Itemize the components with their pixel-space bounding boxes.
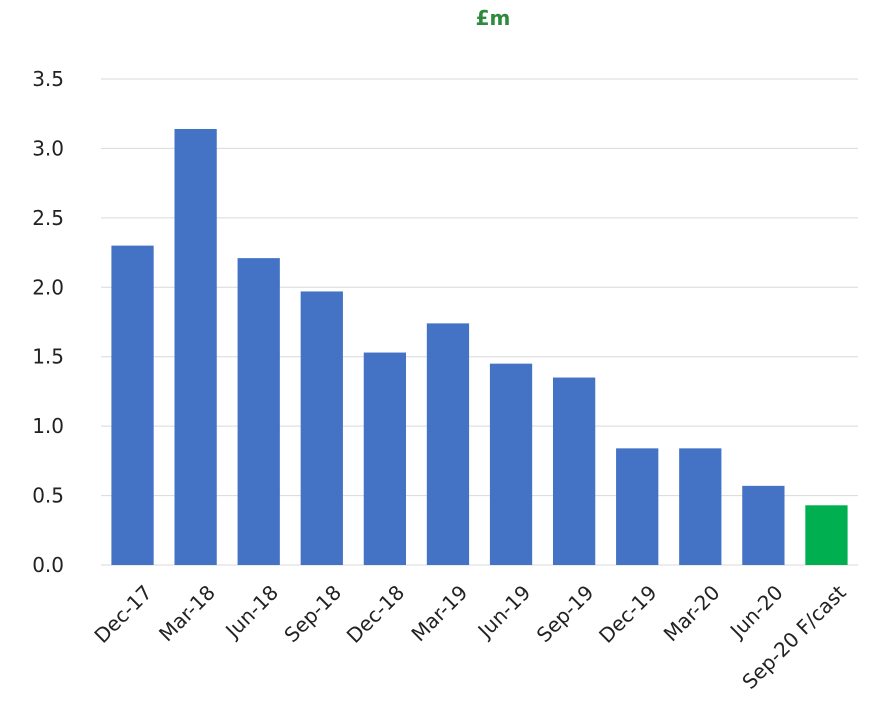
y-tick-label: 1.5 bbox=[32, 345, 64, 369]
x-tick-label: Jun-20 bbox=[724, 580, 788, 644]
x-tick-label: Mar-18 bbox=[154, 580, 220, 646]
bar-mar-19 bbox=[426, 323, 470, 565]
y-tick-label: 0.0 bbox=[32, 553, 64, 577]
bar-mar-20 bbox=[679, 448, 722, 565]
bar-dec-18 bbox=[363, 352, 407, 565]
x-tick-label: Sep-18 bbox=[279, 580, 346, 647]
bars bbox=[111, 128, 848, 565]
chart-title: £m bbox=[476, 6, 511, 30]
x-tick-label: Dec-17 bbox=[89, 580, 156, 647]
bar-dec-19 bbox=[616, 448, 659, 565]
x-tick-label: Dec-19 bbox=[594, 580, 661, 647]
y-tick-label: 3.5 bbox=[32, 67, 64, 91]
y-tick-label: 2.5 bbox=[32, 206, 64, 230]
x-tick-label: Dec-18 bbox=[342, 580, 409, 647]
x-tick-label: Jun-19 bbox=[472, 580, 536, 644]
bar-sep-18 bbox=[300, 291, 343, 565]
x-tick-label: Jun-18 bbox=[219, 580, 283, 644]
bar-sep-20-f-cast bbox=[805, 505, 848, 565]
bar-sep-19 bbox=[552, 377, 596, 565]
bar-dec-17 bbox=[111, 245, 154, 565]
gridlines bbox=[101, 78, 858, 566]
y-tick-label: 2.0 bbox=[32, 275, 64, 299]
y-tick-label: 0.5 bbox=[32, 484, 64, 508]
y-tick-label: 1.0 bbox=[32, 414, 64, 438]
x-tick-label: Mar-20 bbox=[659, 580, 725, 646]
bar-jun-20 bbox=[742, 485, 785, 565]
x-tick-label: Mar-19 bbox=[406, 580, 472, 646]
y-tick-label: 3.0 bbox=[32, 136, 64, 160]
bar-jun-19 bbox=[489, 363, 533, 565]
bar-jun-18 bbox=[237, 258, 280, 565]
bar-mar-18 bbox=[174, 128, 217, 565]
x-tick-label: Sep-19 bbox=[532, 580, 599, 647]
y-axis-ticks: 0.0 0.5 1.0 1.5 2.0 2.5 3.0 3.5 bbox=[32, 67, 64, 577]
